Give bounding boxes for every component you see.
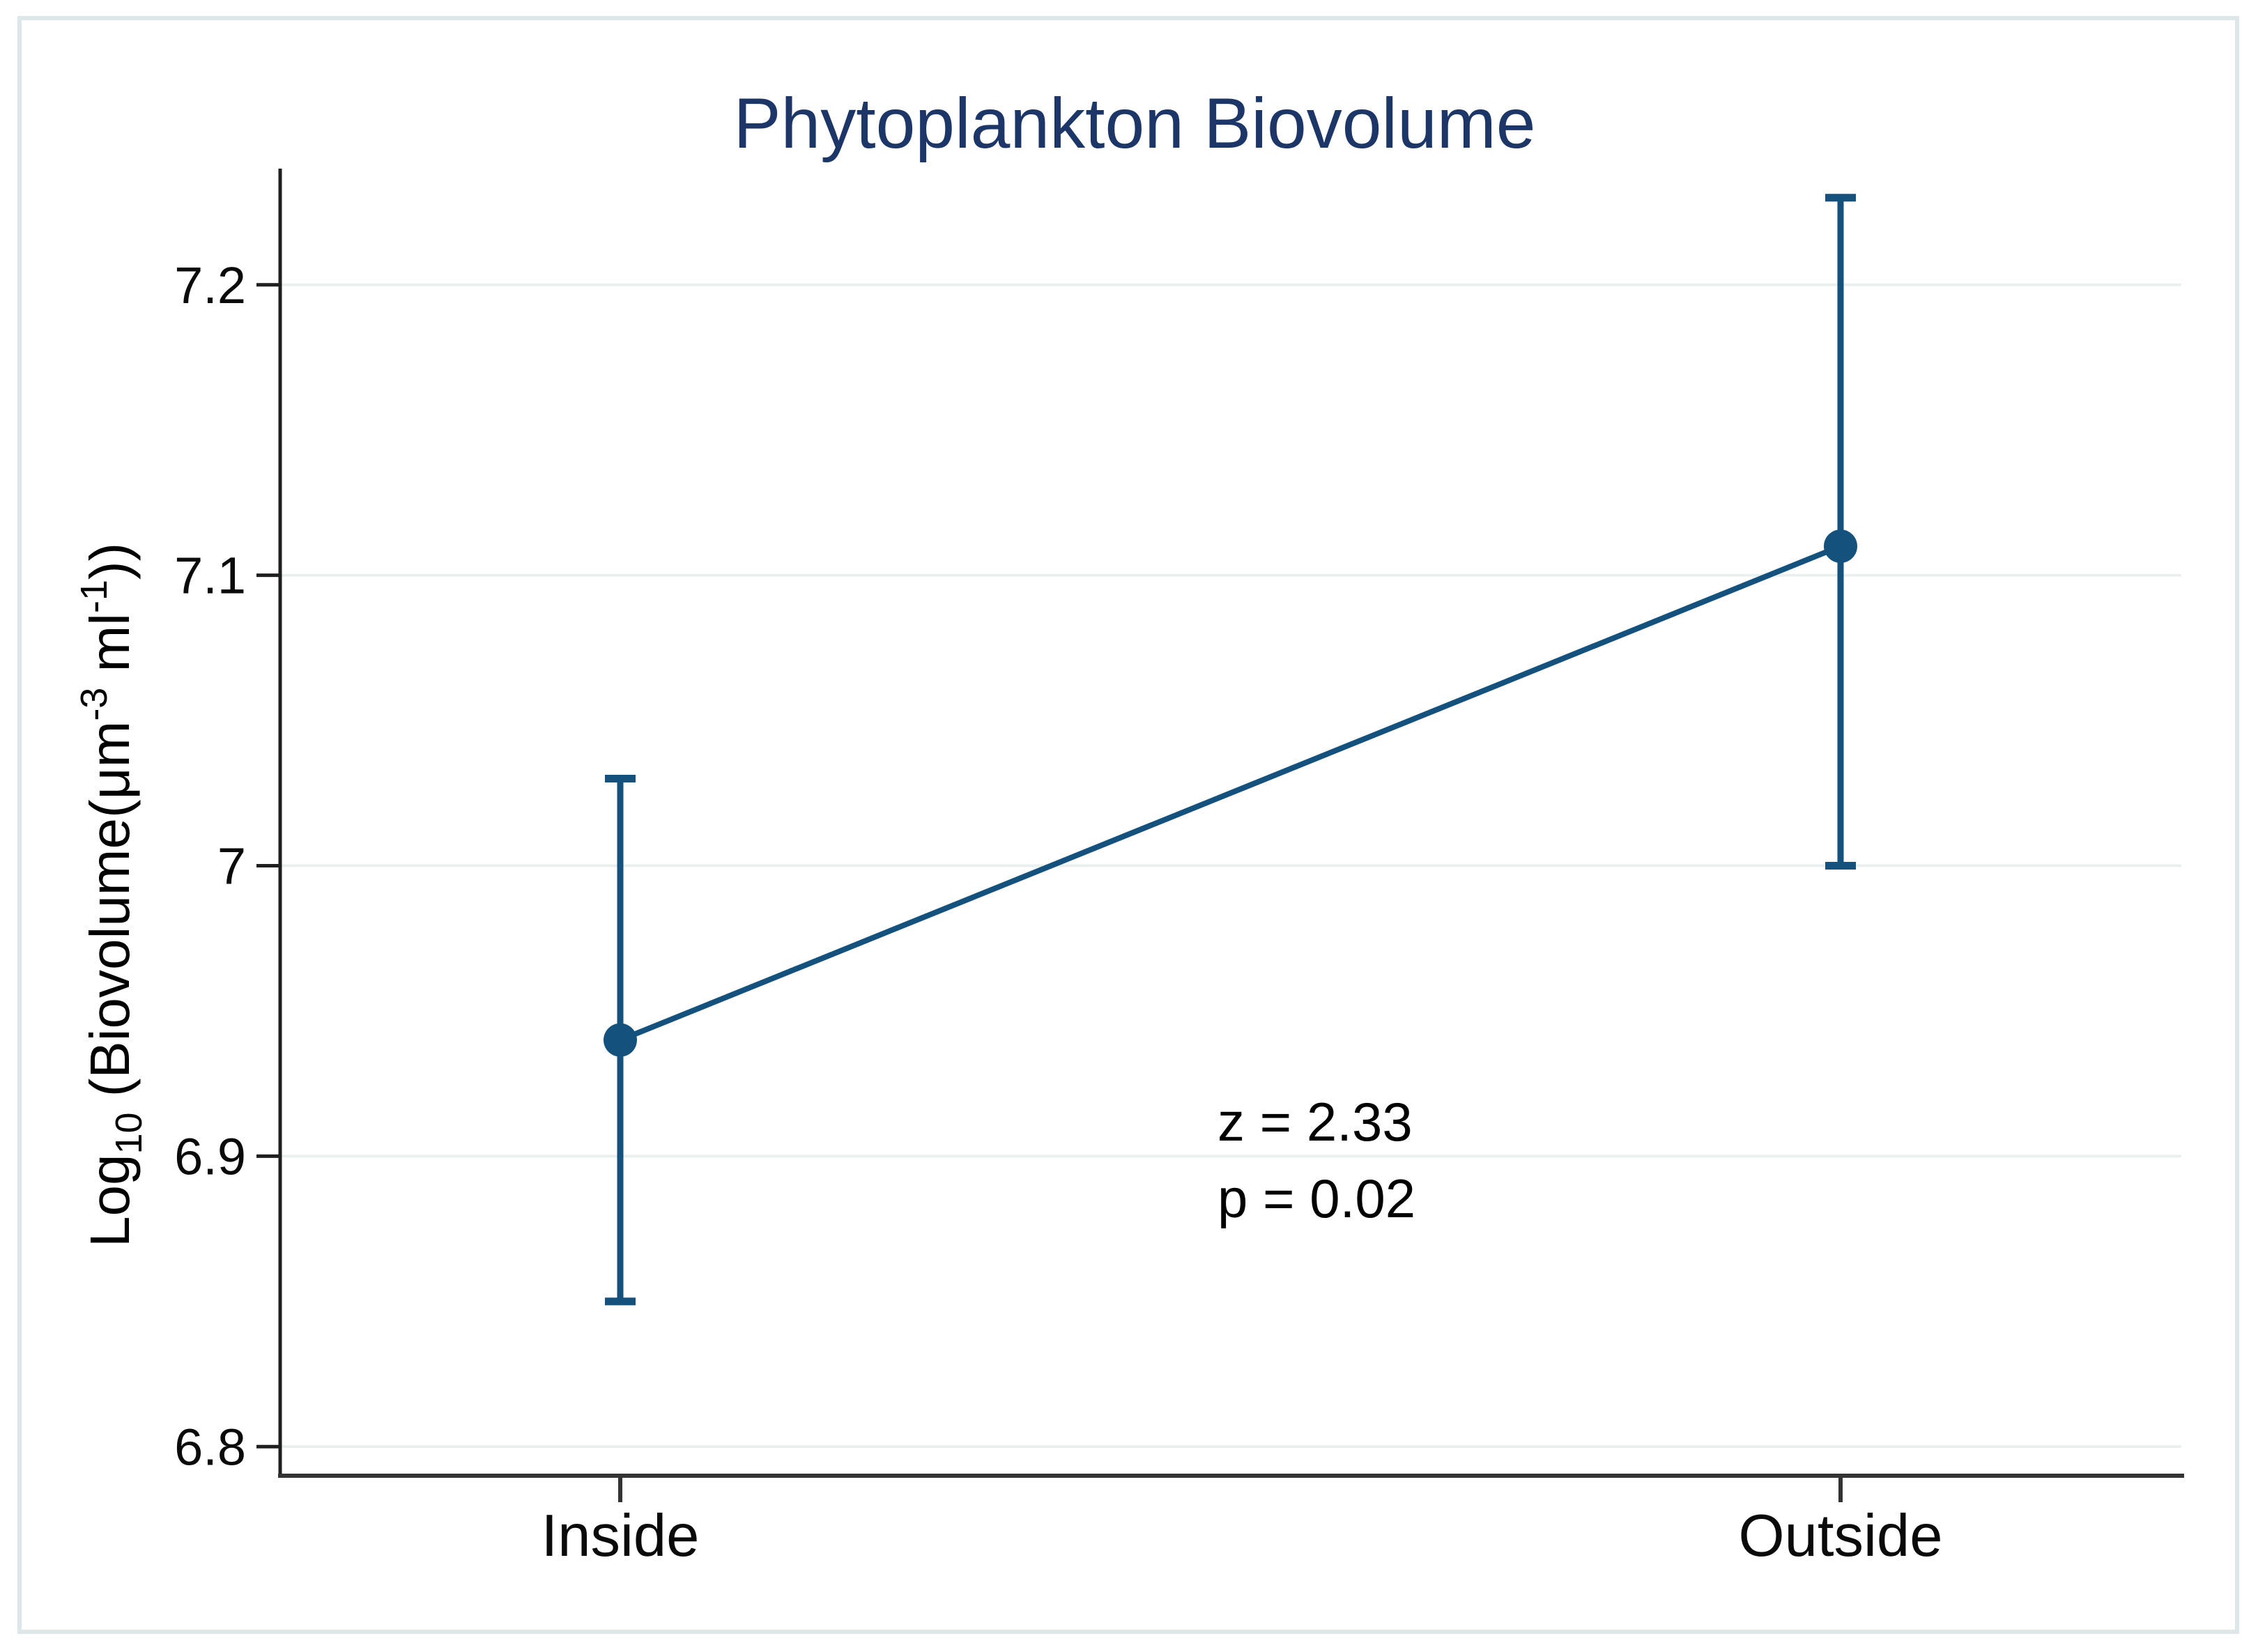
series-group xyxy=(604,194,1857,1306)
y-axis-label-sup: -1 xyxy=(73,580,115,613)
figure-border xyxy=(17,16,2239,1634)
y-axis-label-part: (Biovolume(μm xyxy=(79,721,141,1113)
ticks-group: 6.8 6.9 7 7.1 7.2 Inside Outside xyxy=(174,256,1942,1569)
y-tick-label: 6.8 xyxy=(174,1418,246,1476)
data-point xyxy=(1824,529,1857,563)
annotation-z-value: z = 2.33 xyxy=(1218,1091,1413,1152)
y-tick-label: 7 xyxy=(217,837,246,895)
x-tick-label: Outside xyxy=(1739,1503,1943,1569)
y-axis-label-sub: 10 xyxy=(108,1112,150,1154)
chart-title: Phytoplankton Biovolume xyxy=(733,84,1535,163)
y-axis-label-part: )) xyxy=(79,543,141,580)
y-axis-label-sup: -3 xyxy=(73,688,115,721)
annotation-p-value: p = 0.02 xyxy=(1218,1168,1415,1229)
y-tick-label: 7.1 xyxy=(174,547,246,605)
y-tick-label: 7.2 xyxy=(174,256,246,314)
x-tick-label: Inside xyxy=(542,1503,700,1569)
y-axis-label: Log10 (Biovolume(μm-3 ml-1)) xyxy=(73,543,150,1247)
gridlines-group xyxy=(280,283,2181,1449)
series-line xyxy=(619,543,1842,1043)
y-tick-label: 6.9 xyxy=(174,1127,246,1185)
data-point xyxy=(604,1023,637,1057)
y-axis-label-part: Log xyxy=(79,1155,141,1247)
y-axis-label-part: ml xyxy=(79,613,141,688)
